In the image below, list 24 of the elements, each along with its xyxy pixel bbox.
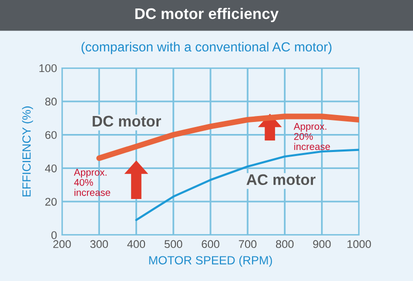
annotation: Approx. 20% increase [294, 123, 330, 150]
x-tick-label: 900 [313, 240, 331, 248]
x-tick-label: 700 [238, 240, 256, 248]
y-tick-label: 40 [45, 164, 57, 172]
y-tick-label: 60 [45, 131, 57, 139]
x-tick-label: 200 [53, 240, 71, 248]
series-label: AC motor [246, 174, 316, 186]
y-tick-label: 20 [45, 198, 57, 206]
y-tick-label: 0 [51, 231, 57, 240]
series-label: DC motor [92, 116, 162, 127]
chart-title: DC motor efficiency [135, 8, 279, 22]
x-tick-label: 600 [202, 240, 220, 248]
line-series [135, 148, 359, 222]
x-tick-label: 800 [276, 240, 294, 248]
y-axis-title: EFFICIENCY (%) [22, 106, 34, 196]
x-tick-label: 300 [90, 240, 108, 248]
x-tick-label: 400 [127, 240, 146, 248]
chart-subtitle: (comparison with a conventional AC motor) [82, 42, 332, 54]
x-tick-label: 1000 [347, 240, 371, 248]
y-tick-label: 100 [39, 64, 57, 72]
y-tick-label: 80 [45, 98, 57, 106]
x-axis-title: MOTOR SPEED (RPM) [149, 256, 272, 267]
annotation: Approx. 40% increase [74, 168, 110, 196]
x-tick-label: 500 [164, 240, 182, 248]
